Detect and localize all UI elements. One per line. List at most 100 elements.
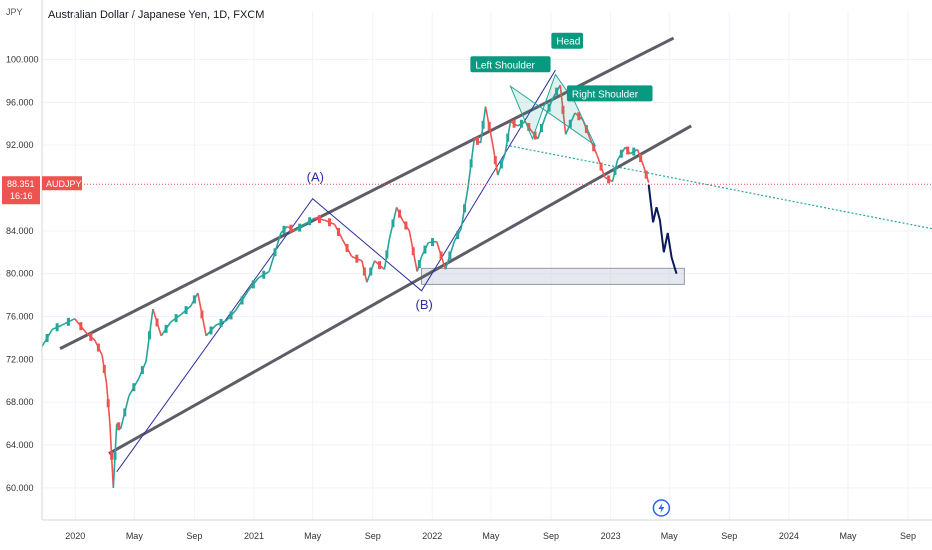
candle [539,124,543,133]
candle [117,422,121,431]
candle [632,147,636,156]
x-tick-label: May [839,531,857,541]
price-axis: 100.00096.00092.00088.00084.00080.00076.… [6,0,43,520]
candle [607,175,611,184]
candle [487,121,491,130]
candle [639,154,643,163]
x-tick-label: Sep [365,531,381,541]
candle [469,159,473,168]
candle [123,408,127,417]
pattern-label-text: Head [556,37,580,48]
head-shoulders-shape [509,73,597,147]
symbol-title: Australian Dollar / Japanese Yen, 1D, FX… [48,9,265,21]
candle [355,254,359,263]
candle [102,364,106,373]
candle [499,160,503,169]
candle [317,215,321,224]
candle [493,156,497,165]
channel-lower-line [108,124,692,455]
last-price-tag: 88.351 16:16 AUDJPY [2,176,932,205]
pattern-label-text: Right Shoulder [572,89,639,100]
pattern-label-bg [551,32,583,49]
candle [147,331,151,340]
price-unit-label: JPY [6,7,23,17]
price-series [41,84,678,488]
candle [561,105,565,114]
y-tick-label: 60.000 [6,483,34,493]
candle [417,260,421,269]
candle [475,136,479,145]
x-tick-label: Sep [900,531,916,541]
candle [527,122,531,131]
price-tag-bg [2,176,40,205]
candle [456,231,460,240]
candle [411,247,415,256]
neckline-dotted [505,144,932,230]
candle [463,204,467,213]
candle [229,311,233,320]
y-tick-label: 80.000 [6,269,34,279]
candle [619,149,623,158]
pattern-labels: Left Shoulder Head Right Shoulder (A) (B) [307,32,653,312]
x-tick-label: Sep [721,531,737,541]
x-tick-label: 2023 [601,531,621,541]
candle [140,366,144,375]
lightning-bolt [658,503,665,513]
x-tick-label: May [304,531,322,541]
forecast-path [647,184,678,274]
candle [584,125,588,134]
support-zone [421,267,685,285]
candle [155,318,159,327]
wave-abc-path [116,69,556,473]
candle [96,343,100,352]
candle [599,162,603,171]
candle [219,318,223,327]
candle [626,146,630,155]
y-tick-label: 100.000 [6,54,39,64]
candle [568,119,572,128]
y-tick-label: 92.000 [6,140,34,150]
candle [184,306,188,315]
candle [378,261,382,270]
candle [106,399,110,408]
candle [89,332,93,341]
support-zone-rect [421,267,685,285]
head-shoulders-drawing [509,73,597,147]
candle [431,238,435,247]
candle [79,322,83,331]
candle [439,251,443,260]
pattern-label-bg [470,56,551,73]
candle [391,219,395,228]
candle [327,218,331,227]
x-tick-label: 2022 [422,531,442,541]
x-tick-label: May [482,531,500,541]
channel-upper-line [59,36,675,350]
candle [423,245,427,254]
candle [512,119,516,128]
candle [362,267,366,276]
x-tick-label: 2024 [779,531,799,541]
wave-label: (B) [416,297,433,312]
candle [519,119,523,128]
candle [251,280,255,289]
trend-drawings [59,36,932,473]
candle [132,383,136,392]
time-axis: 2020 May Sep 2021 May Sep 2022 May Sep 2023 May Sep… [42,499,932,541]
candle [404,221,408,230]
candle [337,227,341,236]
candle [200,310,204,319]
candle [113,451,117,460]
candle [385,250,389,259]
price-tag-value: 88.351 [7,179,35,189]
wave-label: (A) [307,170,324,185]
candle [282,225,286,234]
x-tick-label: Sep [543,531,559,541]
y-tick-label: 96.000 [6,97,34,107]
candle [66,317,70,326]
candle [345,243,349,252]
candle [240,296,244,305]
candle [262,270,266,279]
candle [506,133,510,142]
chart-grid [42,12,932,520]
